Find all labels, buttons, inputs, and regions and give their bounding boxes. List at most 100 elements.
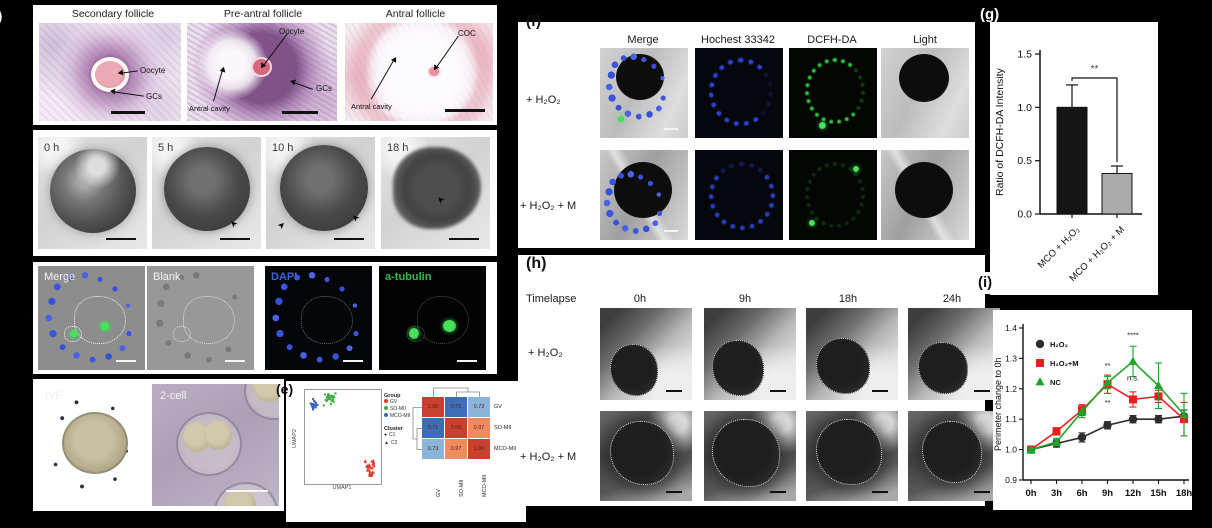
panel-f-label: (f) [526,13,541,30]
panel-a: Secondary follicle Pre-antral follicle A… [33,5,497,125]
panel-c: Merge Blank DAPI a-tubulin [33,262,497,374]
oocyte-outline [610,421,674,485]
svg-text:1.4: 1.4 [1005,323,1017,333]
row-label-h2o2: + H₂O₂ [528,347,563,359]
svg-text:MCO + H₂O₂: MCO + H₂O₂ [1036,224,1083,271]
svg-text:0h: 0h [1025,488,1036,499]
oocyte-sphere [164,147,250,231]
panel-d: IVF 2-cell [33,379,284,511]
channel-label: a-tubulin [385,271,432,283]
timelapse-image-0h: 0 h [38,137,147,249]
panel-h-label: (h) [526,255,547,272]
svg-text:H₂O₂: H₂O₂ [1050,340,1068,349]
svg-text:1.3: 1.3 [1005,353,1017,363]
polar-body-outline [407,326,425,342]
oocyte-outline [712,419,780,487]
panel-h: (h) Timelapse 0h 9h 18h 24h + H₂O₂ + H₂O… [518,255,1000,506]
light-image-h2o2 [881,48,969,138]
heatmap-row-label: GV [494,404,502,410]
hochest-ring [709,162,775,230]
svg-text:**: ** [1105,398,1111,407]
oocyte-outline [183,296,235,344]
scale-bar [664,128,678,130]
panel-g-label: (g) [980,6,1000,23]
oocyte-outline [301,296,353,344]
two-cell-image: 2-cell [152,384,279,506]
channel-label: DAPI [271,271,298,283]
oocyte-mass [895,162,953,218]
svg-text:12h: 12h [1125,488,1142,499]
spindle-signal [409,328,419,339]
panel-a-label: a) [0,8,2,25]
oocyte-outline [610,344,658,396]
timepoint-label: 0 h [44,142,60,154]
heatmap-cell: 0.71 [445,397,467,417]
scale-bar [111,111,145,114]
annotation-arrow [434,35,460,71]
row-label-h2o2-m: + H₂O₂ + M [520,200,577,212]
scale-bar [116,360,136,362]
umap-scatter [309,392,376,478]
timelapse-h2o2-24h [908,308,1000,400]
oocyte-outline [816,419,882,485]
heatmap-cell: 1.00 [422,397,444,417]
svg-text:1.0: 1.0 [1005,445,1017,455]
coc-shape [429,67,439,76]
panel-b: 0 h 5 h ➤ 10 h ➤ ➤ 18 h ➤ [33,130,497,256]
histology-title-preantral: Pre-antral follicle [223,8,303,20]
heatmap-col-label: MCO-MII [482,474,488,497]
svg-text:18h: 18h [1176,488,1192,499]
heatmap-cell: 0.97 [468,418,490,438]
svg-text:NC: NC [1050,378,1061,387]
svg-text:**: ** [1091,64,1099,75]
row-label-h2o2: + H₂O₂ [526,94,561,106]
timelapse-image-18h: 18 h ➤ [381,137,490,249]
oocyte-sphere-dispersed [393,147,481,229]
svg-text:0.0: 0.0 [1017,209,1032,221]
timelapse-image-5h: 5 h ➤ [152,137,261,249]
oocyte-outline [918,342,968,394]
scale-bar [666,390,682,392]
annotation-arrow [261,33,288,69]
annotation-oocyte: Oocyte [140,66,166,75]
dcfh-dot [618,116,624,122]
scale-bar [445,109,485,112]
annotation-gcs: GCs [316,84,332,93]
channel-label: Merge [44,271,76,283]
scale-bar [664,230,678,232]
ivf-label: IVF [45,390,63,402]
merge-image-h2o2 [600,48,688,138]
heatmap-row-label: SO-MII [494,425,512,431]
scale-bar [334,237,364,240]
scale-bar [666,491,682,493]
row-label-h2o2-m: + H₂O₂ + M [520,451,577,463]
polar-body-outline [173,326,191,342]
svg-text:1.0: 1.0 [1017,102,1032,114]
annotation-coc: COC [458,29,476,38]
blastomere [252,384,279,402]
merge-image-h2o2-m [600,150,688,240]
scale-bar [343,360,363,362]
heatmap-cell: 0.73 [468,397,490,417]
column-header-hochest: Hochest 33342 [701,34,775,46]
blastomere [224,490,256,506]
panel-g: Ratio of DCFH-DA Intensity 0.0 0.5 1.0 1.5 M… [990,22,1158,295]
scale-bar [974,390,990,392]
column-header-merge: Merge [627,34,659,46]
annotation-oocyte: Oocyte [279,27,305,36]
scale-bar [974,491,990,493]
column-header-light: Light [913,34,937,46]
spindle-signal [100,322,110,331]
channel-image-dapi: DAPI [265,266,372,370]
histology-image-secondary-follicle: Oocyte GCs [39,23,181,121]
oocyte-outline [816,338,870,394]
svg-text:****: **** [1127,331,1139,340]
perimeter-line-chart: 0.9 1.0 1.1 1.2 1.3 1.4 0h 3h 6h 9h 12h 15h 18h ** ** *… [993,310,1192,510]
svg-text:0.5: 0.5 [1017,155,1032,167]
svg-text:1.1: 1.1 [1005,414,1017,424]
heatmap-cell: 0.71 [422,418,444,438]
oocyte-outline [74,296,126,344]
timelapse-label: Timelapse [526,293,577,305]
column-header-9h: 9h [738,293,752,305]
